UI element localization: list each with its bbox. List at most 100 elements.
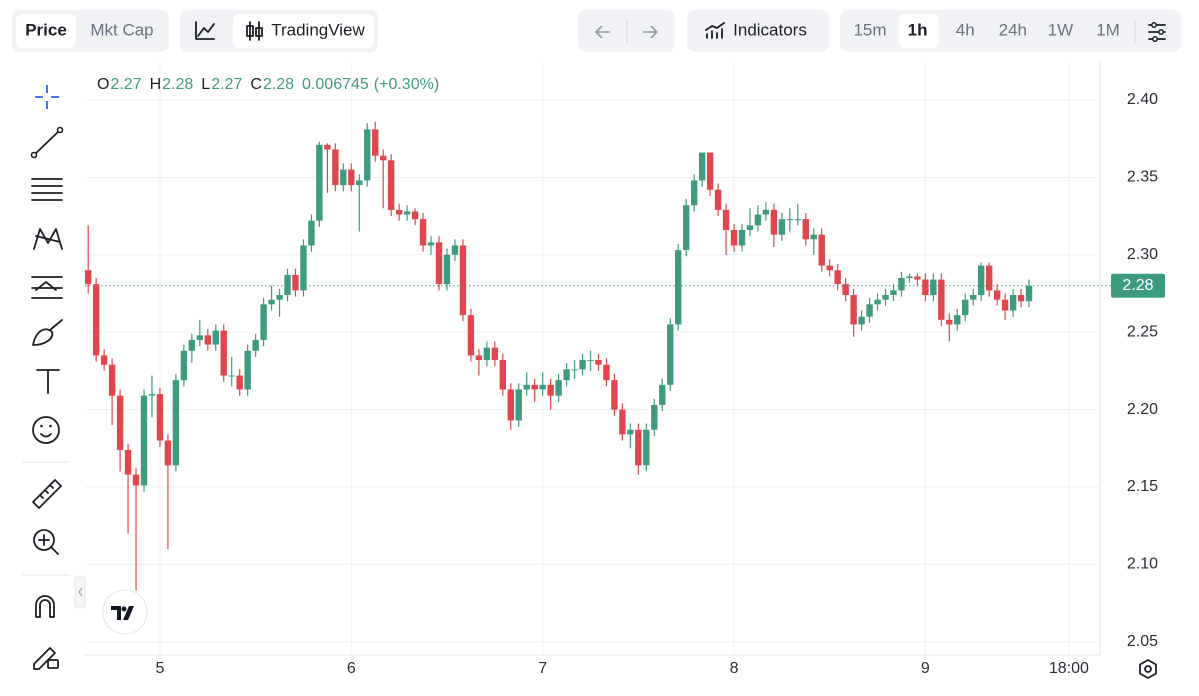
crosshair-tool[interactable] [35,85,59,109]
candle-body [890,290,897,296]
candle-body [483,347,491,361]
x-tick-label: 18:00 [1049,660,1089,677]
candle-body [810,234,817,240]
forecast-tool[interactable] [31,276,63,299]
pattern-tool[interactable] [33,228,63,250]
candle-body [411,211,419,220]
trend-line-tool[interactable] [33,129,61,156]
legend-value: 2.27 [211,76,242,93]
settings-gear[interactable] [1139,659,1157,679]
candle-body [132,474,140,486]
interval-button[interactable]: 4h [956,20,975,39]
ruler-tool[interactable] [32,479,62,509]
legend-key: C [250,76,262,93]
candle-body [515,389,522,421]
handle [30,151,38,159]
tv-logo-dot [121,606,127,612]
zoom-tool[interactable] [33,529,55,551]
candle-body [722,209,730,230]
candle-body [794,219,802,221]
tradingview-label[interactable]: TradingView [271,20,365,39]
legend-key: H [150,76,162,93]
candle-body [826,265,833,271]
candle-body [690,180,698,206]
interval-selected [899,14,939,48]
text-tool[interactable] [36,369,60,394]
emoji-eye [40,424,43,428]
y-tick-label: 2.15 [1127,478,1158,495]
candle-body [579,360,586,370]
price-label[interactable]: Price [25,20,67,39]
candle-body [156,394,164,441]
legend-key: O [97,76,109,93]
magnet-tool[interactable] [35,595,55,618]
candle-body [906,276,913,278]
candle-body [124,449,132,475]
candle-body [770,209,778,235]
candle-body [459,245,467,316]
emoji-tool[interactable] [32,416,60,444]
candle-body [212,330,219,345]
candle-body [563,369,570,381]
candle-body [92,284,100,356]
legend-value: 2.27 [110,76,141,93]
line-chart-icon[interactable] [195,21,215,40]
candle-body [467,315,475,356]
x-tick-label: 5 [155,660,164,677]
indicators-icon [705,22,725,39]
collapse-tab[interactable] [74,575,86,609]
interval-button[interactable]: 24h [999,20,1027,39]
candle-body [364,129,371,181]
candle-body [340,169,347,186]
x-tick-label: 9 [921,660,930,677]
interval-button[interactable]: 1M [1096,20,1120,39]
interval-button[interactable]: 1W [1048,20,1074,39]
brush-tool[interactable] [32,319,63,346]
candle-body [284,274,291,296]
indicators-button[interactable] [687,10,829,52]
candle-body [762,209,770,215]
candle-body [786,219,794,221]
candle-body [818,234,825,266]
candle-body [659,384,666,405]
candle-body [746,225,754,230]
candle-body [954,315,961,325]
candle-body [435,242,443,285]
candle-body [252,339,259,351]
zoom-plus [38,534,59,555]
candle-body [914,276,921,280]
mkt-cap-label[interactable]: Mkt Cap [90,20,153,39]
price-button[interactable] [16,14,76,48]
candle-body [100,355,108,365]
candle-body [993,290,1001,300]
y-tick-label: 2.25 [1127,323,1158,340]
candle-body [140,395,148,486]
candle-body [802,219,809,240]
candle-body [324,144,331,150]
indicators-label[interactable]: Indicators [733,20,807,39]
candle-body [244,350,251,390]
candle-body [730,229,738,246]
undo-icon[interactable] [594,25,610,39]
x-tick-label: 7 [538,660,547,677]
candle-body [387,160,395,210]
interval-button[interactable]: 1h [908,20,928,39]
candle-body [443,254,451,285]
x-tick-label: 8 [730,660,739,677]
candle-body [108,364,116,396]
redo-icon[interactable] [643,25,659,39]
candle-body [627,429,634,435]
tv-logo[interactable] [102,589,148,635]
fib-tool[interactable] [31,178,63,201]
candle-body [882,295,889,300]
candle-body [196,335,204,340]
candle-body [180,350,188,381]
candle-body [738,229,746,246]
interval-button[interactable]: 15m [853,20,886,39]
x-tick-label: 6 [347,660,356,677]
lock-draw-tool[interactable] [33,647,56,670]
candle-body [587,360,594,362]
candle-body [922,279,929,296]
tradingview-button[interactable] [233,14,374,48]
gear-center [1144,665,1152,673]
